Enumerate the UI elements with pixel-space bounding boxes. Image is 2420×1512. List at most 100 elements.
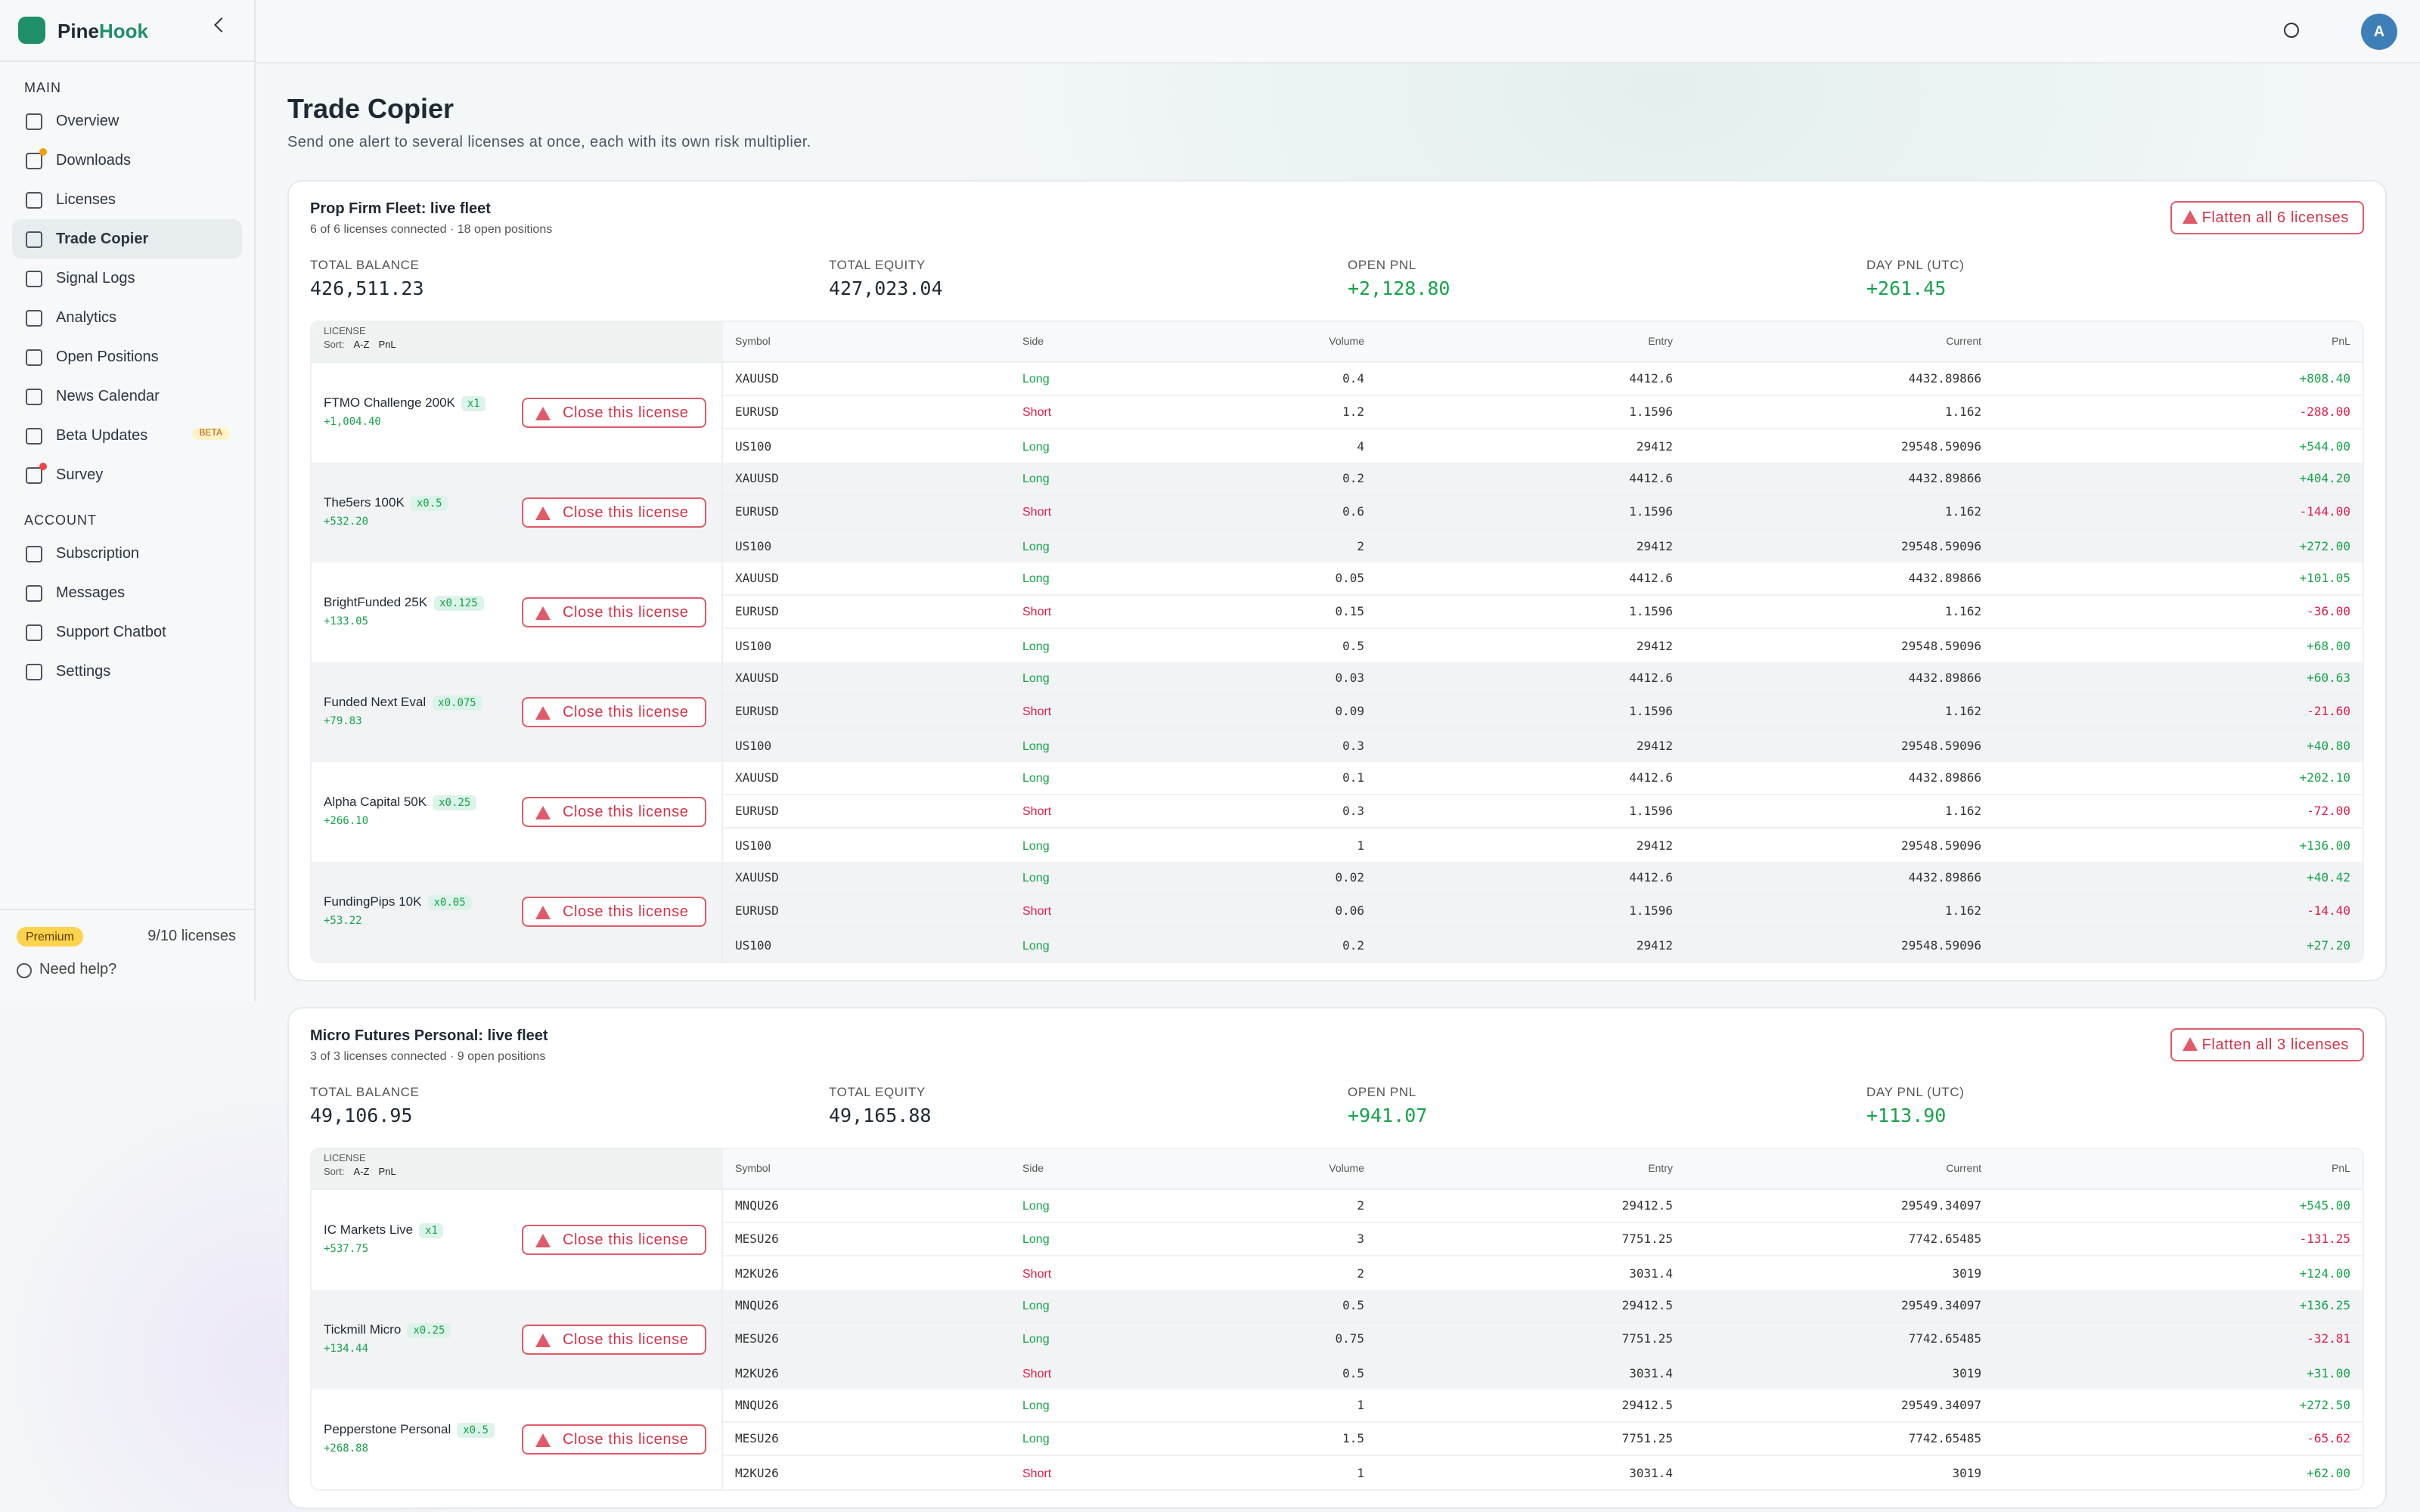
position-row: XAUUSD Long 0.03 4412.6 4432.89866 +60.63 [723, 662, 2363, 696]
close-license-button[interactable]: Close this license [522, 1424, 706, 1455]
sort-pnl[interactable]: PnL [378, 340, 396, 351]
position-cell: 0.1 [1342, 771, 1364, 785]
position-cell: -65.62 [2307, 1432, 2350, 1445]
nav-section-label: MAIN [24, 80, 61, 95]
position-cell: +68.00 [2307, 639, 2350, 652]
close-license-button[interactable]: Close this license [522, 1225, 706, 1255]
position-cell: 0.6 [1342, 505, 1364, 519]
nav-item[interactable]: Overview [12, 101, 242, 141]
position-cell: 0.4 [1342, 372, 1364, 386]
close-license-button[interactable]: Close this license [522, 398, 706, 428]
position-cell: 4432.89866 [1908, 472, 1981, 485]
close-license-button[interactable]: Close this license [522, 597, 706, 627]
license-name: Alpha Capital 50K [324, 794, 427, 809]
nav-item[interactable]: Subscription [12, 534, 242, 573]
nav-icon [26, 389, 42, 405]
position-cell: XAUUSD [735, 572, 779, 585]
position-cell: +544.00 [2299, 439, 2350, 453]
license-multiplier: x0.125 [433, 596, 484, 611]
sort-az[interactable]: A-Z [353, 1167, 370, 1178]
position-cell: Short [1022, 405, 1052, 419]
position-cell: Long [1022, 372, 1050, 386]
position-cell: 29548.59096 [1901, 938, 1981, 952]
sort-pnl[interactable]: PnL [378, 1167, 396, 1178]
position-row: XAUUSD Long 0.1 4412.6 4432.89866 +202.10 [723, 762, 2363, 795]
close-license-button[interactable]: Close this license [522, 497, 706, 528]
position-cell: Long [1022, 572, 1050, 585]
nav-item[interactable]: Open Positions [12, 337, 242, 376]
position-cell: 1.1596 [1629, 904, 1673, 918]
avatar[interactable]: A [2361, 14, 2397, 50]
position-cell: +545.00 [2299, 1199, 2350, 1213]
close-license-button[interactable]: Close this license [522, 1325, 706, 1355]
nav-section-label: ACCOUNT [24, 513, 97, 528]
stat-label: TOTAL BALANCE [310, 1084, 420, 1099]
position-row: US100 Long 4 29412 29548.59096 +544.00 [723, 429, 2363, 463]
warning-icon [535, 507, 551, 520]
license-count: 9/10 licenses [147, 928, 236, 945]
nav-item[interactable]: Trade Copier [12, 219, 242, 259]
position-cell: +60.63 [2307, 671, 2350, 685]
nav-item[interactable]: Support Chatbot [12, 612, 242, 652]
flatten-button[interactable]: Flatten all 3 licenses [2170, 1028, 2364, 1061]
nav-item[interactable]: Messages [12, 573, 242, 612]
position-cell: Short [1022, 1366, 1052, 1380]
warning-icon [2182, 1037, 2198, 1051]
position-cell: 4432.89866 [1908, 771, 1981, 785]
help-link[interactable]: Need help? [39, 962, 117, 978]
position-cell: 0.03 [1335, 671, 1364, 685]
nav-item[interactable]: Licenses [12, 180, 242, 219]
sidebar: Pine Hook MAIN Overview Downloads Licenses Tr… [0, 0, 256, 1001]
close-license-button[interactable]: Close this license [522, 797, 706, 827]
warning-icon [535, 706, 551, 720]
position-cell: 29412 [1636, 739, 1673, 752]
column-header: PnL [2332, 336, 2350, 347]
nav-item[interactable]: Survey [12, 455, 242, 494]
position-cell: 3031.4 [1629, 1466, 1673, 1479]
help-icon [17, 963, 32, 978]
nav-item[interactable]: Settings [12, 652, 242, 691]
position-row: MNQU26 Long 0.5 29412.5 29549.34097 +136.25 [723, 1290, 2363, 1323]
nav-item[interactable]: Beta Updates BETA [12, 416, 242, 455]
position-row: US100 Long 0.3 29412 29548.59096 +40.80 [723, 729, 2363, 762]
column-header: Volume [1329, 1163, 1364, 1174]
flatten-label: Flatten all 6 licenses [2201, 209, 2349, 226]
collapse-button[interactable] [214, 17, 229, 33]
position-cell: 7751.25 [1621, 1432, 1673, 1445]
position-row: M2KU26 Short 0.5 3031.4 3019 +31.00 [723, 1356, 2363, 1390]
close-license-button[interactable]: Close this license [522, 897, 706, 927]
close-license-button[interactable]: Close this license [522, 697, 706, 727]
position-cell: 3019 [1952, 1266, 1981, 1280]
position-cell: XAUUSD [735, 372, 779, 386]
fleet-meta: 6 of 6 licenses connected · 18 open posi… [310, 222, 553, 236]
position-cell: 1.162 [1944, 505, 1981, 519]
position-cell: 0.5 [1342, 639, 1364, 652]
license-pnl: +79.83 [324, 715, 362, 727]
license-pnl: +537.75 [324, 1243, 369, 1255]
position-cell: 4432.89866 [1908, 572, 1981, 585]
sort-az[interactable]: A-Z [353, 340, 370, 351]
flatten-button[interactable]: Flatten all 6 licenses [2170, 201, 2364, 234]
nav-item[interactable]: News Calendar [12, 376, 242, 416]
position-cell: 4412.6 [1629, 671, 1673, 685]
nav-item[interactable]: Analytics [12, 298, 242, 337]
stat: TOTAL BALANCE 49,106.95 [310, 1084, 809, 1126]
position-cell: 0.3 [1342, 804, 1364, 818]
license-multiplier: x0.25 [433, 795, 477, 810]
fleet-meta: 3 of 3 licenses connected · 9 open posit… [310, 1049, 546, 1063]
position-cell: 1.2 [1342, 405, 1364, 419]
nav-item[interactable]: Downloads [12, 141, 242, 180]
nav-item[interactable]: Signal Logs [12, 259, 242, 298]
license-header: LICENSE Sort: A-Z PnL [312, 1149, 723, 1188]
license-multiplier: x1 [419, 1223, 444, 1238]
position-cell: 29412 [1636, 639, 1673, 652]
position-row: US100 Long 0.2 29412 29548.59096 +27.20 [723, 928, 2363, 962]
stat-label: DAY PNL (UTC) [1866, 257, 1965, 272]
position-cell: Long [1022, 1199, 1050, 1213]
license-cell: FundingPips 10K x0.05 +53.22 Close this lic… [312, 862, 723, 962]
position-cell: EURUSD [735, 605, 779, 618]
theme-toggle[interactable] [2284, 23, 2299, 38]
position-cell: 29412 [1636, 838, 1673, 852]
position-cell: 4432.89866 [1908, 671, 1981, 685]
